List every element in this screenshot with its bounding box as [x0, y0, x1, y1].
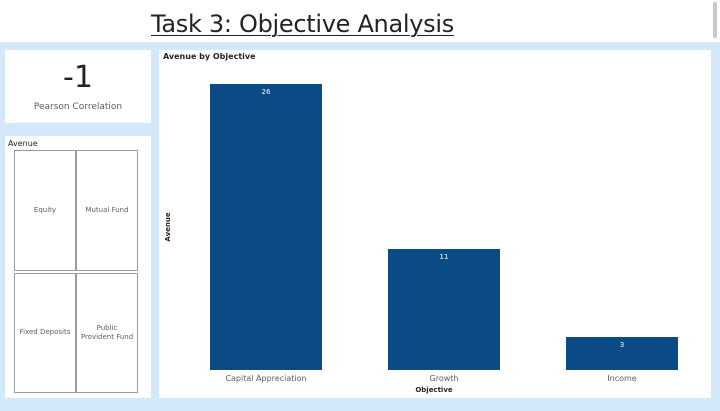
data-label: 3 — [620, 341, 624, 349]
data-label: 26 — [262, 88, 271, 96]
x-axis-title: Objective — [415, 386, 453, 394]
data-label: 11 — [440, 253, 449, 261]
card-value: -1 — [63, 60, 93, 95]
pearson-correlation-card[interactable]: -1 Pearson Correlation — [5, 50, 151, 123]
slicer-tile-public-provident-fund[interactable]: Public Provident Fund — [76, 273, 138, 393]
slicer-tile-equity[interactable]: Equity — [14, 150, 76, 271]
bar[interactable] — [210, 84, 322, 370]
x-tick-label: Income — [607, 374, 637, 383]
chart-title: Avenue by Objective — [163, 52, 256, 61]
y-axis-title: Avenue — [164, 212, 172, 241]
card-label: Pearson Correlation — [33, 102, 123, 112]
x-tick-label: Growth — [430, 374, 459, 383]
avenue-by-objective-chart[interactable]: Avenue by Objective 26 Capital Appreciati… — [159, 50, 711, 398]
x-tick-label: Capital Appreciation — [225, 374, 306, 383]
bar[interactable] — [566, 337, 678, 370]
avenue-slicer: Avenue Equity Mutual Fund Fixed Deposits… — [5, 136, 151, 398]
slicer-tile-mutual-fund[interactable]: Mutual Fund — [76, 150, 138, 271]
bar[interactable] — [388, 249, 500, 370]
bottom-strip — [0, 405, 720, 411]
vertical-scrollbar[interactable] — [713, 2, 717, 38]
bar-chart-svg: 26 Capital Appreciation 11 Growth 3 Income Obj… — [164, 84, 678, 394]
page-title: Task 3: Objective Analysis — [151, 10, 454, 38]
title-bar: Task 3: Objective Analysis — [0, 0, 720, 42]
slicer-tile-fixed-deposits[interactable]: Fixed Deposits — [14, 273, 76, 393]
slicer-title: Avenue — [8, 139, 38, 148]
